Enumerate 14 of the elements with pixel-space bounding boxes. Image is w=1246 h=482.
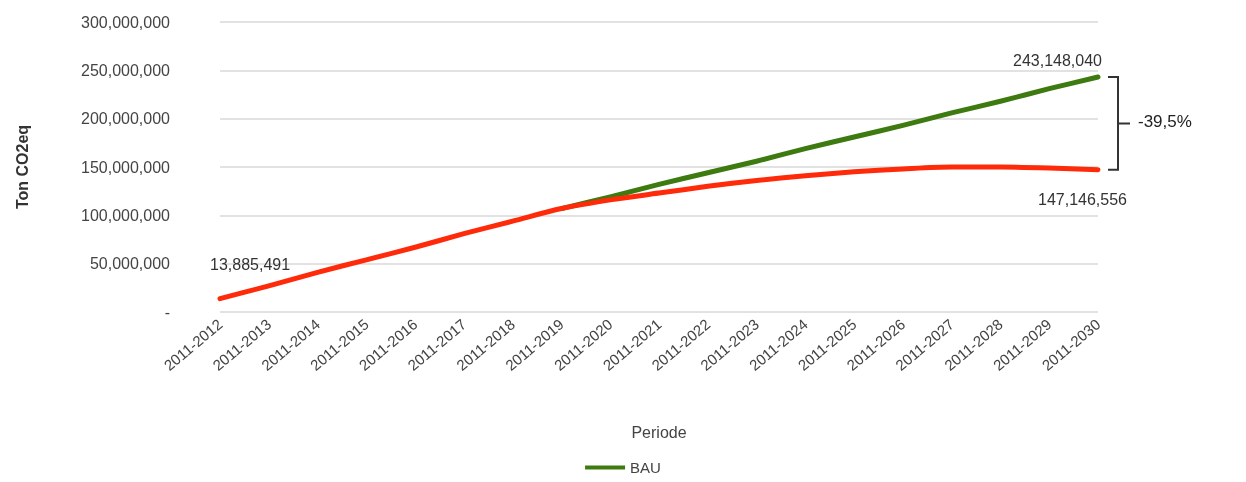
legend-label: BAU xyxy=(630,459,661,476)
y-tick-label: 200,000,000 xyxy=(81,110,171,128)
data-label: 243,148,040 xyxy=(1013,52,1103,70)
text: -39,5% xyxy=(1138,112,1192,133)
data-label: 13,885,491 xyxy=(210,256,291,274)
y-tick-label: 150,000,000 xyxy=(81,158,171,176)
y-axis-title: Ton CO2eq xyxy=(13,124,31,210)
y-tick-label: - xyxy=(164,303,170,321)
x-axis-title: Periode xyxy=(631,423,687,441)
y-tick-label: 100,000,000 xyxy=(81,206,171,224)
y-tick-label: 250,000,000 xyxy=(81,61,171,79)
y-tick-label: 300,000,000 xyxy=(81,13,171,31)
data-label: 147,146,556 xyxy=(1038,191,1128,209)
y-tick-label: 50,000,000 xyxy=(89,255,171,273)
